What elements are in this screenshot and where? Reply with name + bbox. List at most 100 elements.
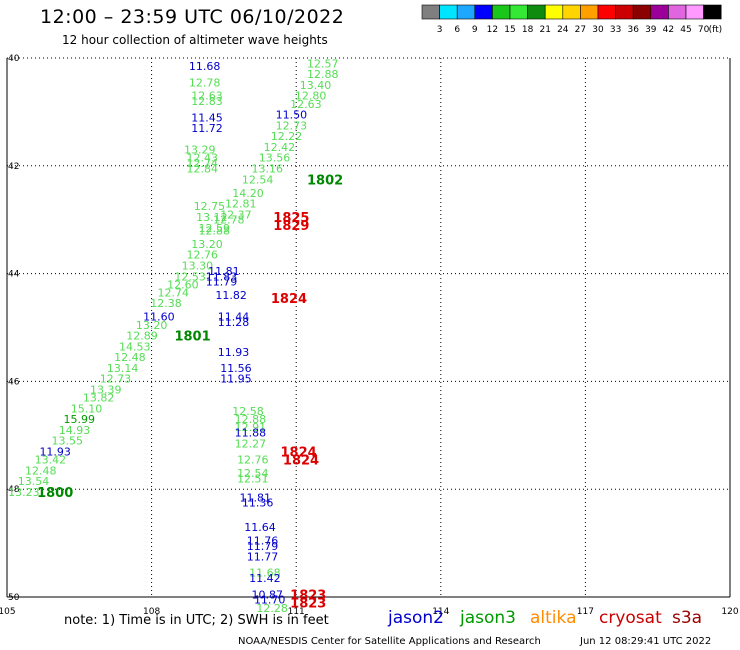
wave-height-label: 11.95 <box>220 373 252 386</box>
wave-height-label: 11.72 <box>191 122 223 135</box>
wave-height-label: 12.28 <box>256 602 288 615</box>
wave-height-label: 12.78 <box>213 214 245 227</box>
chart-subtitle: 12 hour collection of altimeter wave hei… <box>62 33 328 47</box>
x-tick-label: 111 <box>288 607 305 617</box>
wave-height-label: 11.79 <box>206 276 238 289</box>
color-scale-label: 24 <box>557 25 569 35</box>
wave-height-label: 12.54 <box>237 467 269 480</box>
wave-height-label: 12.76 <box>186 249 218 262</box>
wave-height-label: 13.54 <box>18 475 50 488</box>
wave-height-label: 12.22 <box>271 130 303 143</box>
pass-time-label: 1801 <box>174 330 210 345</box>
wave-height-label: 12.73 <box>100 373 132 386</box>
wave-height-label: 11.79 <box>247 540 279 553</box>
y-tick-label: 46 <box>8 377 20 387</box>
wave-height-label: 11.28 <box>218 316 250 329</box>
color-scale-unit: (ft) <box>709 25 723 35</box>
pass-time-label: 1800 <box>37 486 73 501</box>
wave-height-label: 12.57 <box>307 57 339 70</box>
wave-height-label: 13.56 <box>259 152 291 165</box>
y-tick-label: 48 <box>8 485 20 495</box>
x-tick-label: 108 <box>143 607 160 617</box>
wave-height-label: 12.63 <box>191 90 223 103</box>
wave-height-label: 13.16 <box>252 162 284 175</box>
wave-height-label: 12.63 <box>290 98 322 111</box>
wave-height-label: 12.60 <box>167 278 199 291</box>
wave-height-label: 12.88 <box>199 224 231 237</box>
footer-timestamp: Jun 12 08:29:41 UTC 2022 <box>580 636 712 647</box>
wave-height-label: 13.55 <box>52 435 84 448</box>
color-scale-label: 27 <box>575 25 586 35</box>
wave-height-label: 12.74 <box>158 286 190 299</box>
wave-height-label: 12.37 <box>220 208 252 221</box>
pass-time-label: 1825 <box>273 211 309 226</box>
wave-height-label: 11.44 <box>218 311 250 324</box>
wave-height-label: 13.39 <box>90 383 122 396</box>
wave-height-label: 12.38 <box>150 297 182 310</box>
wave-height-label: 12.54 <box>242 173 274 186</box>
y-tick-label: 44 <box>8 270 20 280</box>
wave-height-label: 11.42 <box>249 572 281 585</box>
color-scale-label: 42 <box>663 25 674 35</box>
chart-title: 12:00 – 23:59 UTC 06/10/2022 <box>40 6 345 28</box>
y-tick-label: 40 <box>8 54 20 64</box>
wave-height-label: 11.60 <box>143 311 175 324</box>
wave-height-plot: 105 108 111 114 117 120 40 42 44 46 48 50 11.68 12.78… <box>0 54 739 617</box>
wave-height-label: 12.48 <box>25 464 57 477</box>
color-scale-label: 15 <box>504 25 515 35</box>
wave-height-label: 12.48 <box>114 351 146 364</box>
wave-height-label: 11.36 <box>242 497 274 510</box>
wave-height-label: 14.93 <box>59 424 91 437</box>
color-scale-label: 12 <box>487 25 498 35</box>
wave-height-label: 11.88 <box>235 427 267 440</box>
pass-time-label: 1802 <box>307 173 343 188</box>
wave-height-label: 14.20 <box>232 187 264 200</box>
color-scale-label: 70 <box>698 25 710 35</box>
wave-height-label: 13.42 <box>35 454 67 467</box>
wave-height-label: 12.76 <box>237 454 269 467</box>
wave-height-label: 11.93 <box>218 346 250 359</box>
color-scale-label: 36 <box>627 25 639 35</box>
pass-time-label: 1823 <box>290 596 326 611</box>
wave-height-label: 12.73 <box>276 119 308 132</box>
pass-time-label: 1824 <box>271 292 307 307</box>
wave-height-label: 13.82 <box>83 392 115 405</box>
wave-height-label: 12.27 <box>235 437 267 450</box>
footer-credit: NOAA/NESDIS Center for Satellite Applica… <box>238 636 541 647</box>
wave-height-label: 12.59 <box>199 222 231 235</box>
wave-height-label: 12.81 <box>225 198 257 211</box>
wave-height-label: 11.77 <box>247 551 279 564</box>
color-scale-legend: 3 6 9 12 15 18 21 24 27 30 33 36 39 42 45 70 (ft) <box>421 4 723 35</box>
color-scale-label: 21 <box>539 25 550 35</box>
wave-height-label: 12.42 <box>264 141 296 154</box>
footer-note: note: 1) Time is in UTC; 2) SWH is in fe… <box>64 613 329 628</box>
wave-height-label: 12.53 <box>174 270 206 283</box>
wave-height-label: 11.64 <box>244 521 276 534</box>
wave-height-label: 12.51 <box>237 472 269 485</box>
satellite-legend-altika: altika <box>530 608 577 628</box>
wave-height-label: 11.68 <box>189 60 221 73</box>
wave-height-label: 13.40 <box>300 79 332 92</box>
wave-height-label: 11.81 <box>239 491 271 504</box>
wave-height-label: 12.88 <box>307 68 339 81</box>
wave-height-label: 13.23 <box>8 486 40 499</box>
color-scale-label: 33 <box>610 25 621 35</box>
pass-time-label: 1824 <box>281 445 317 460</box>
wave-height-label: 13.30 <box>182 260 214 273</box>
wave-height-label: 12.89 <box>126 330 158 343</box>
wave-height-label: 12.78 <box>189 76 221 89</box>
wave-height-label: 14.53 <box>119 340 151 353</box>
wave-height-label: 13.29 <box>184 144 216 157</box>
wave-height-label: 12.58 <box>232 405 264 418</box>
satellite-legend-jason2: jason2 <box>388 608 444 628</box>
x-tick-label: 117 <box>577 607 594 617</box>
wave-height-label: 13.20 <box>191 238 223 251</box>
wave-height-label: 12.43 <box>186 152 218 165</box>
satellite-legend-jason3: jason3 <box>460 608 516 628</box>
wave-height-label: 11.76 <box>247 534 279 547</box>
pass-time-label: 1829 <box>273 219 309 234</box>
wave-height-label: 12.80 <box>295 90 327 103</box>
wave-height-label: 11.83 <box>206 270 238 283</box>
pass-time-label: 1824 <box>283 454 319 469</box>
wave-height-label: 11.50 <box>276 109 308 122</box>
